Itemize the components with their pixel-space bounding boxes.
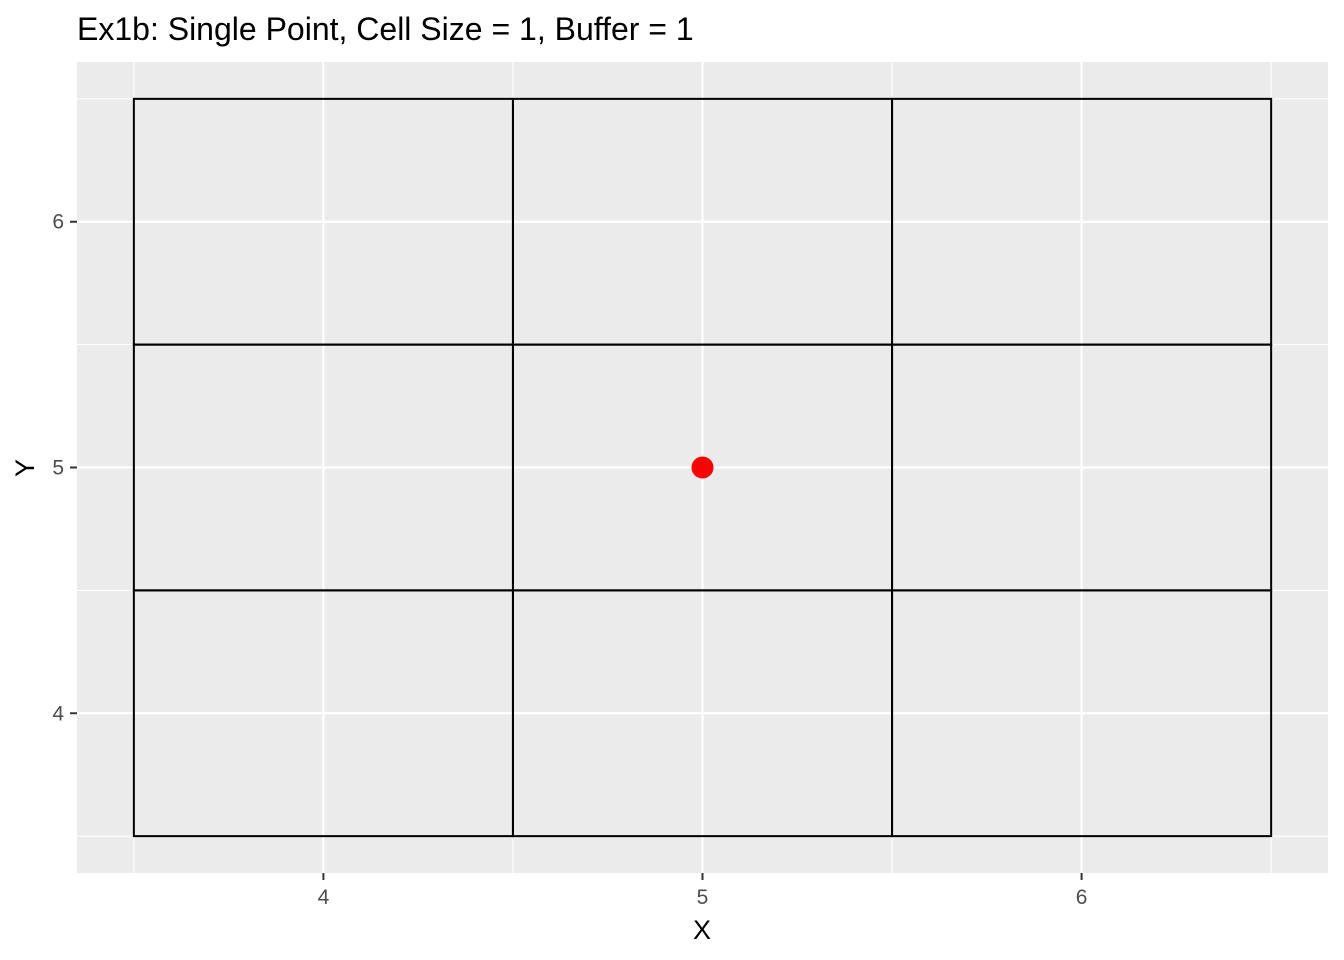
data-point — [691, 456, 714, 479]
grid-cell — [891, 97, 1273, 346]
y-axis-title: Y — [10, 459, 40, 477]
x-tick-label: 6 — [1076, 886, 1088, 909]
x-axis-title: X — [693, 915, 711, 945]
chart-title: Ex1b: Single Point, Cell Size = 1, Buffe… — [77, 11, 694, 47]
y-tick-label: 4 — [52, 702, 64, 725]
x-axis: 4 5 6 — [318, 873, 1088, 909]
y-axis: 4 5 6 — [52, 211, 77, 725]
y-tick-label: 5 — [52, 457, 64, 480]
data-points — [691, 456, 714, 479]
grid-cells — [132, 97, 1273, 838]
y-tick-label: 6 — [52, 211, 64, 234]
x-tick-label: 5 — [697, 886, 709, 909]
x-tick-label: 4 — [318, 886, 330, 909]
